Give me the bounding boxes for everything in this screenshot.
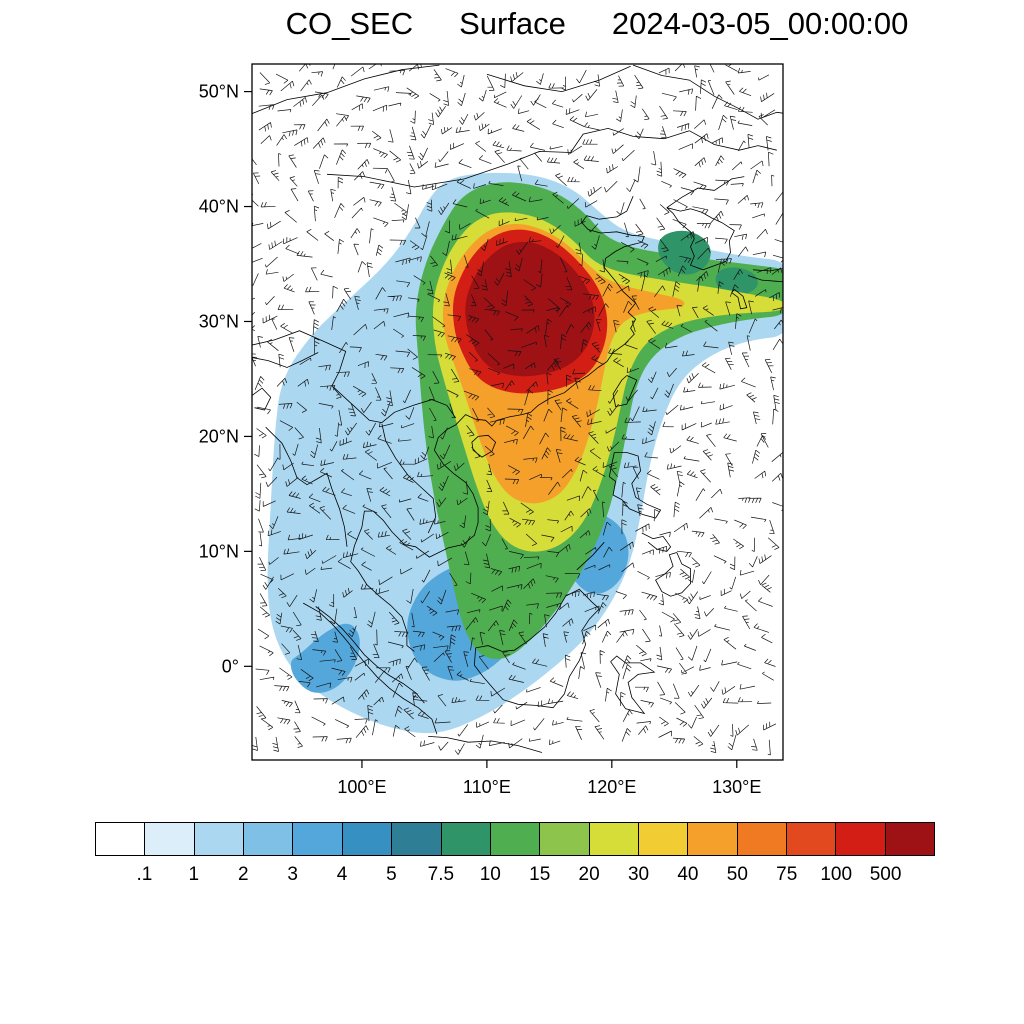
coastline	[473, 588, 600, 709]
colorbar-swatch	[836, 823, 886, 855]
plot-title: CO_SEC Surface 2024-03-05_00:00:00	[170, 6, 1024, 42]
contour-fill-teal	[715, 267, 758, 295]
map-plot-area	[252, 64, 783, 756]
colorbar-label-row: .1 1 2 3 4 5 7.5 10 15 20 30 40 50 75 100 500	[95, 864, 935, 890]
colorbar-label: 5	[386, 864, 397, 885]
coastline	[655, 552, 691, 597]
coastline	[265, 426, 348, 547]
coastline	[610, 655, 656, 715]
colorbar-swatch	[787, 823, 837, 855]
colorbar-swatch	[96, 823, 146, 855]
coastline	[381, 423, 437, 534]
colorbar-swatch	[342, 823, 393, 855]
contour-fill-teal	[658, 230, 711, 275]
colorbar-label: 50	[726, 864, 748, 885]
wind-barbs-overlay	[252, 64, 783, 756]
coastline	[612, 375, 638, 407]
colorbar-swatch	[885, 823, 935, 855]
title-variable: CO_SEC	[285, 6, 414, 41]
map-frame	[251, 63, 784, 761]
colorbar-swatches	[95, 822, 935, 856]
title-level: Surface	[459, 6, 566, 41]
colorbar-label: 500	[869, 864, 902, 885]
coastline	[689, 130, 777, 151]
lat-tick-label: 40°N	[199, 197, 239, 217]
colorbar-label: 40	[677, 864, 699, 885]
contour-fill-dark-red	[465, 241, 595, 377]
colorbar-swatch	[688, 823, 738, 855]
lat-tick-label: 20°N	[199, 426, 239, 446]
lon-tick-label: 120°E	[587, 777, 636, 797]
coastline	[252, 352, 319, 368]
lat-tick-label: 0°	[222, 656, 239, 676]
lat-tick-label: 10°N	[199, 541, 239, 561]
colorbar-label: 7.5	[427, 864, 455, 885]
colorbar-swatch	[540, 823, 590, 855]
lon-tick-label: 130°E	[712, 777, 761, 797]
colorbar-label: 20	[578, 864, 600, 885]
coastline	[303, 602, 438, 735]
colorbar-label: 15	[529, 864, 551, 885]
colorbar-swatch	[145, 823, 195, 855]
colorbar-label: .1	[136, 864, 153, 885]
coastline	[641, 532, 672, 552]
contour-fill-medium-blue	[290, 623, 360, 693]
colorbar-label: 30	[627, 864, 650, 885]
coastline	[252, 64, 440, 115]
title-timestamp: 2024-03-05_00:00:00	[611, 6, 909, 41]
colorbar-label: 75	[776, 864, 798, 885]
coastline	[666, 176, 745, 209]
colorbar-swatch	[490, 823, 541, 855]
coastline	[576, 541, 605, 571]
colorbar-swatch	[737, 823, 788, 855]
lon-tick-label: 100°E	[337, 777, 386, 797]
coastline	[252, 387, 272, 411]
coastline	[252, 330, 457, 424]
colorbar-swatch	[589, 823, 639, 855]
coastline	[471, 434, 497, 458]
colorbar: .1 1 2 3 4 5 7.5 10 15 20 30 40 50 75 100 500	[95, 822, 935, 890]
colorbar-label: 2	[237, 864, 249, 885]
colorbar-swatch	[194, 823, 245, 855]
lat-tick-label: 50°N	[199, 82, 239, 102]
coastline	[747, 275, 783, 283]
colorbar-label: 100	[820, 864, 853, 885]
colorbar-swatch	[638, 823, 689, 855]
colorbar-label: 4	[336, 864, 348, 885]
colorbar-label: 10	[479, 864, 501, 885]
coastline	[350, 196, 645, 652]
colorbar-label: 3	[287, 864, 298, 885]
coastline	[428, 736, 543, 753]
colorbar-swatch	[293, 823, 343, 855]
coastline	[326, 127, 690, 188]
colorbar-swatch	[244, 823, 294, 855]
colorbar-swatch	[441, 823, 491, 855]
coastline	[486, 65, 631, 93]
coastline	[752, 268, 783, 272]
coastline	[315, 606, 425, 704]
coastlines-and-borders	[252, 64, 783, 753]
coastline	[608, 452, 662, 519]
colorbar-swatch	[392, 823, 442, 855]
colorbar-label: 1	[188, 864, 200, 885]
lat-tick-label: 30°N	[199, 311, 239, 331]
lon-tick-label: 110°E	[463, 777, 511, 797]
